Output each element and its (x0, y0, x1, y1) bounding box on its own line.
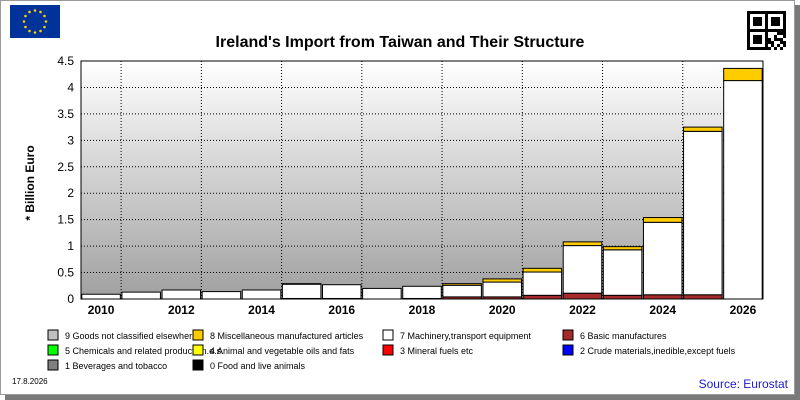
bar-segment-2023 (602, 294, 643, 300)
legend-label: 3 Mineral fuels etc (400, 346, 474, 356)
bar-segment-2021 (522, 271, 563, 296)
x-tick-label: 2022 (569, 303, 596, 317)
bar-segment-2012 (161, 289, 202, 300)
legend-swatch (47, 359, 59, 371)
y-tick-label: 1 (67, 239, 74, 253)
eu-flag-icon (10, 5, 60, 38)
y-tick-label: 2.5 (57, 160, 74, 174)
plot-border (80, 60, 764, 300)
legend-swatch (192, 344, 204, 356)
x-tick-label: 2010 (88, 303, 115, 317)
bar-segment-2017 (362, 287, 402, 300)
y-axis-label: * Billion Euro (23, 145, 37, 220)
bar-segment-2022 (562, 245, 603, 294)
y-tick-label: 1.5 (57, 213, 74, 227)
legend-swatch (382, 344, 394, 356)
legend-label: 2 Crude materials,inedible,except fuels (580, 346, 736, 356)
frame-shadow-bottom (5, 395, 800, 400)
legend-label: 5 Chemicals and related products,n.e.s. (65, 346, 224, 356)
legend-swatch (562, 344, 574, 356)
x-tick-label: 2020 (489, 303, 516, 317)
legend-swatch (562, 329, 574, 341)
x-tick-label: 2012 (168, 303, 195, 317)
bar-segment-2015 (281, 283, 322, 285)
source-label: Source: Eurostat (699, 377, 789, 391)
legend-label: 0 Food and live animals (210, 361, 306, 371)
bar-segment-2023 (602, 246, 643, 251)
bar-segment-2024 (642, 221, 683, 296)
bar-segment-2024 (642, 294, 683, 300)
bar-segment-2021 (522, 294, 563, 300)
bar-segment-2018 (402, 285, 442, 299)
y-tick-label: 0 (67, 292, 74, 306)
y-tick-label: 0.5 (57, 266, 74, 280)
bar-segment-2025 (683, 294, 723, 300)
legend-label: 7 Machinery,transport equipment (400, 331, 531, 341)
bar-segment-2016 (322, 284, 362, 299)
x-tick-label: 2016 (328, 303, 355, 317)
bar-segment-2025 (683, 126, 723, 132)
frame-shadow-right (795, 5, 800, 400)
y-tick-label: 4 (67, 80, 74, 94)
y-tick-label: 2 (67, 186, 74, 200)
legend-swatch (47, 329, 59, 341)
bar-segment-2010 (81, 293, 121, 300)
legend-swatch (192, 329, 204, 341)
bar-segment-2026 (723, 80, 763, 300)
x-tick-label: 2018 (409, 303, 436, 317)
grid-lines (81, 61, 763, 299)
y-axis-ticks: 0 0.5 1 1.5 2 2.5 3 3.5 4 4.5 (57, 54, 74, 306)
date-stamp: 17.8.2026 (12, 377, 48, 386)
x-tick-label: 2024 (649, 303, 676, 317)
bar-segment-2022 (562, 241, 603, 247)
x-axis-ticks: 2010 2012 2014 2016 2018 2020 2022 2024 2026 (88, 303, 757, 317)
y-tick-label: 3.5 (57, 107, 74, 121)
bar-segment-2023 (602, 249, 643, 296)
legend-swatch (47, 344, 59, 356)
legend-label: 9 Goods not classified elsewhere (65, 331, 197, 341)
legend-label: 1 Beverages and tobacco (65, 361, 167, 371)
bar-segment-2013 (201, 291, 242, 300)
bar-segment-2024 (642, 217, 683, 223)
bar-segment-2019 (442, 284, 482, 298)
x-tick-label: 2014 (248, 303, 275, 317)
bar-segment-2019 (442, 283, 482, 286)
bar-segment-2011 (121, 291, 161, 300)
bar-segment-2015 (281, 283, 322, 299)
bar-segment-2026 (723, 67, 763, 82)
bar-segment-2014 (241, 289, 282, 300)
legend-swatch (192, 359, 204, 371)
legend-label: 4 Animal and vegetable oils and fats (210, 346, 355, 356)
legend: 9 Goods not classified elsewhere 8 Miscel… (47, 329, 736, 371)
legend-label: 6 Basic manufactures (580, 331, 667, 341)
legend-label: 8 Miscellaneous manufactured articles (210, 331, 364, 341)
x-tick-label: 2026 (730, 303, 757, 317)
bar-segment-2025 (683, 130, 723, 296)
y-tick-label: 3 (67, 133, 74, 147)
legend-swatch (382, 329, 394, 341)
bar-segment-2022 (562, 292, 603, 300)
qr-code-icon (745, 9, 790, 54)
y-tick-label: 4.5 (57, 54, 74, 68)
bar-segment-2020 (482, 278, 522, 283)
bar-segment-2021 (522, 267, 563, 273)
chart-title: Ireland's Import from Taiwan and Their S… (216, 34, 585, 51)
bar-group (81, 67, 763, 300)
bar-segment-2020 (482, 281, 522, 298)
